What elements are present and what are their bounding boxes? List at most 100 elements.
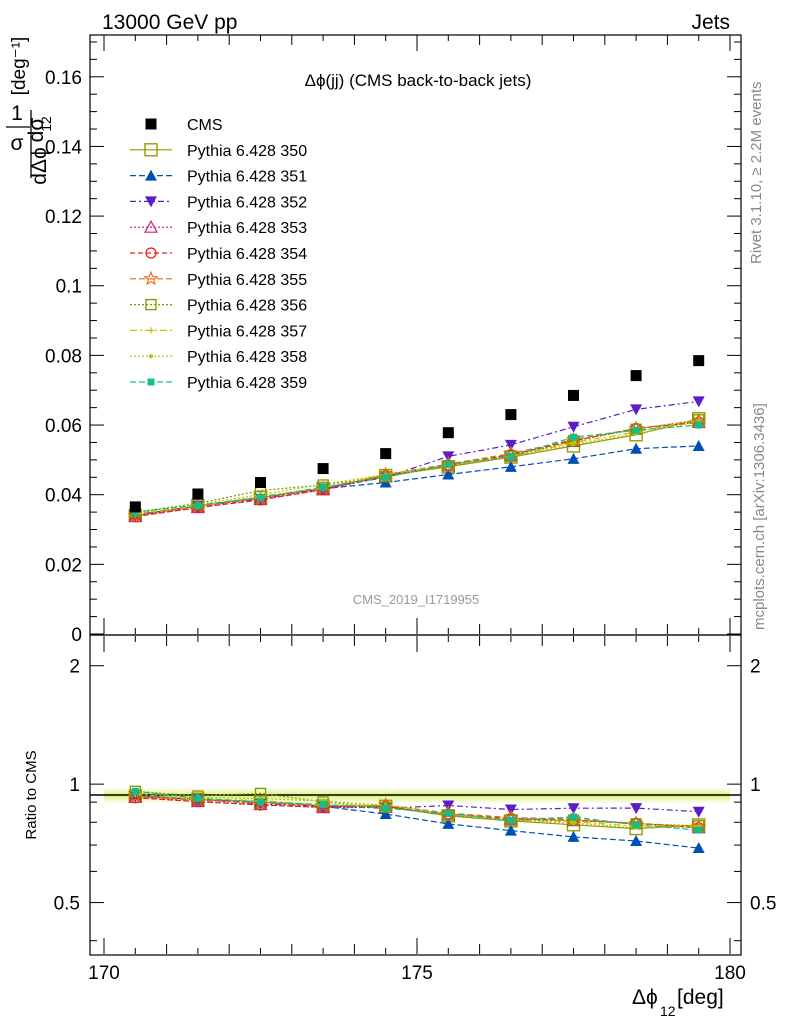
series-point [444, 460, 452, 468]
series-point [505, 450, 517, 463]
legend-marker [143, 219, 159, 233]
analysis-watermark: CMS_2019_I1719955 [353, 592, 480, 607]
rivet-version-text: Rivet 3.1.10, ≥ 2.2M events [748, 82, 765, 265]
legend-marker [145, 298, 157, 311]
legend-label: Pythia 6.428 351 [187, 169, 307, 186]
series-ratio-point [194, 794, 202, 802]
series-point [570, 433, 577, 441]
series-line [135, 424, 699, 513]
legend-entry: Pythia 6.428 354 [130, 246, 307, 263]
y-tick-label: 0 [71, 625, 82, 646]
y-label-unit: [deg⁻¹] [9, 37, 30, 96]
series-point [692, 396, 705, 408]
y-tick-label: 0.06 [45, 416, 82, 437]
x-label-sub: 12 [660, 1003, 676, 1019]
legend-entry: Pythia 6.428 351 [130, 169, 307, 186]
legend-label: Pythia 6.428 354 [187, 246, 307, 263]
y-tick-label: 0.08 [45, 346, 82, 367]
series-point [567, 421, 580, 433]
legend-marker [145, 196, 157, 208]
series-layer [127, 355, 707, 854]
legend-entry: Pythia 6.428 353 [130, 219, 307, 237]
x-axis-label: Δϕ 12 [deg] [632, 986, 724, 1019]
legend-marker [145, 118, 157, 130]
header-category-label: Jets [691, 11, 730, 34]
series-point [504, 439, 517, 451]
legend-label: Pythia 6.428 357 [187, 323, 307, 340]
cms-data-point [442, 427, 454, 439]
ratio-tick-label-right: 0.5 [750, 894, 776, 915]
cms-data-point [192, 488, 204, 500]
y-label-one: 1 [11, 102, 23, 125]
series-359 [131, 421, 703, 834]
series-line [135, 419, 699, 513]
series-ratio-point [442, 817, 455, 829]
series-ratio-point [695, 826, 703, 834]
cms-data-point [129, 501, 141, 513]
series-ratio-point [570, 813, 577, 821]
cms-data [129, 355, 705, 513]
legend-entry: CMS [145, 117, 223, 134]
series-point [692, 439, 705, 451]
series-point [504, 460, 517, 472]
series-ratio-point [257, 798, 264, 806]
header-energy-label: 13000 GeV pp [102, 11, 237, 34]
legend-label: Pythia 6.428 353 [187, 220, 307, 237]
y-label-dphi: dΔϕ [28, 147, 51, 184]
legend-label: Pythia 6.428 352 [187, 194, 307, 211]
x-label-unit: [deg] [677, 986, 724, 1009]
ratio-tick-label: 2 [69, 657, 80, 678]
y-tick-label: 0.12 [45, 207, 82, 228]
y-tick-label: 0.04 [45, 486, 82, 507]
y-label-dphi-sub: 12 [38, 116, 54, 132]
legend-marker [149, 354, 153, 359]
legend-marker [144, 143, 158, 157]
series-point [571, 442, 576, 447]
x-tick-label: 175 [401, 963, 433, 984]
legend-marker [143, 270, 159, 286]
cms-data-point [380, 448, 392, 460]
series-ratio-point [131, 787, 139, 795]
series-352 [129, 396, 705, 818]
series-point [194, 501, 202, 509]
legend-entry: Pythia 6.428 357 [130, 323, 307, 340]
legend-entry: Pythia 6.428 356 [130, 298, 307, 315]
x-label-symbol: Δϕ [632, 986, 658, 1009]
legend-label: Pythia 6.428 358 [187, 349, 307, 366]
series-ratio-line [135, 790, 699, 831]
x-tick-label: 180 [714, 963, 746, 984]
cms-data-point [255, 477, 266, 489]
series-ratio-point [692, 842, 705, 854]
mcplots-credit-text: mcplots.cern.ch [arXiv:1306.3436] [751, 403, 768, 630]
ratio-tick-label: 0.5 [54, 894, 80, 915]
cms-data-point [630, 370, 642, 382]
series-ratio-point [444, 809, 452, 817]
series-point [630, 404, 643, 416]
legend-label: Pythia 6.428 356 [187, 298, 307, 315]
ratio-tick-label-right: 1 [750, 775, 761, 796]
y-label-sigma: σ [11, 132, 24, 155]
series-ratio-point [507, 816, 515, 824]
series-ratio-point [567, 830, 580, 842]
x-axis: 170 175 180 [88, 35, 746, 984]
legend-label: Pythia 6.428 355 [187, 272, 307, 289]
series-ratio-point [504, 824, 517, 836]
y-tick-label: 0.02 [45, 555, 82, 576]
cms-data-point [505, 409, 517, 421]
series-line [135, 419, 699, 515]
legend-label: Pythia 6.428 359 [187, 375, 307, 392]
series-point [630, 442, 643, 454]
legend-entry: Pythia 6.428 358 [130, 349, 307, 366]
series-point [257, 493, 264, 501]
cms-data-point [568, 389, 579, 401]
cms-data-point [317, 463, 329, 475]
legend-marker [147, 378, 155, 386]
series-ratio-point [630, 803, 643, 815]
main-axes: 0 0.02 0.04 0.06 0.08 0.1 0.12 0.14 0.16 [45, 41, 741, 646]
legend: CMS Pythia 6.428 350 Pythia 6.428 351 Pythi… [130, 117, 307, 392]
series-ratio-point [382, 804, 390, 812]
series-ratio-point [692, 806, 705, 818]
legend-entry: Pythia 6.428 352 [130, 194, 307, 211]
series-point [507, 452, 515, 460]
legend-entry: Pythia 6.428 350 [130, 143, 307, 160]
